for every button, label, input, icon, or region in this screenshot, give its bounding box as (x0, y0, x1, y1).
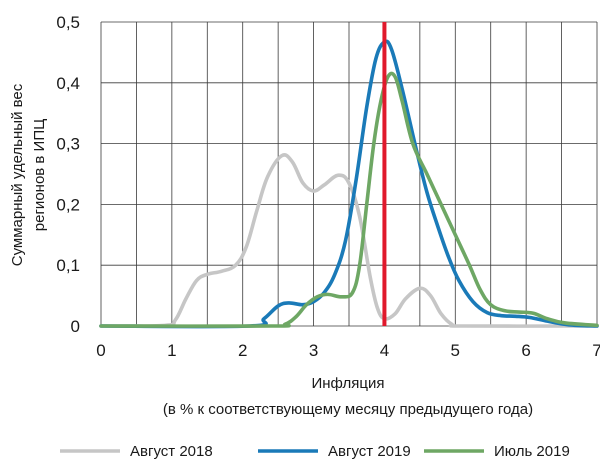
legend-label-2: Август 2019 (328, 443, 411, 460)
y-tick-label: 0,4 (56, 74, 80, 93)
y-tick-label: 0,2 (56, 195, 80, 214)
legend-label-1: Август 2018 (130, 443, 213, 460)
x-tick-label: 1 (167, 341, 176, 360)
series-layer (99, 39, 599, 329)
x-tick-label: 3 (309, 341, 318, 360)
x-tick-label: 7 (592, 341, 600, 360)
x-tick-label: 2 (238, 341, 247, 360)
series-line-2 (99, 39, 599, 329)
y-tick-label: 0,1 (56, 256, 80, 275)
x-tick-label: 0 (96, 341, 105, 360)
y-axis-tick-labels: 0 0,1 0,2 0,3 0,4 0,5 (56, 13, 80, 336)
x-axis-tick-labels: 0 1 2 3 4 5 6 7 (96, 341, 600, 360)
y-axis-title-line2: регионов в ИПЦ (31, 119, 48, 231)
series-line-3 (99, 71, 599, 328)
x-tick-label: 6 (521, 341, 530, 360)
y-tick-label: 0 (71, 317, 80, 336)
x-axis-subtitle: (в % к соответствующему месяцу предыдуще… (163, 401, 533, 418)
grid (100, 21, 598, 327)
y-tick-label: 0,3 (56, 135, 80, 154)
legend-label-3: Июль 2019 (494, 443, 570, 460)
y-axis-title-line1: Суммарный удельный вес (9, 83, 26, 266)
series-line-1 (99, 153, 599, 328)
x-tick-label: 5 (451, 341, 460, 360)
y-tick-label: 0,5 (56, 13, 80, 32)
x-tick-label: 4 (380, 341, 389, 360)
legend: Август 2018 Август 2019 Июль 2019 (60, 443, 570, 460)
x-axis-title: Инфляция (311, 375, 384, 392)
